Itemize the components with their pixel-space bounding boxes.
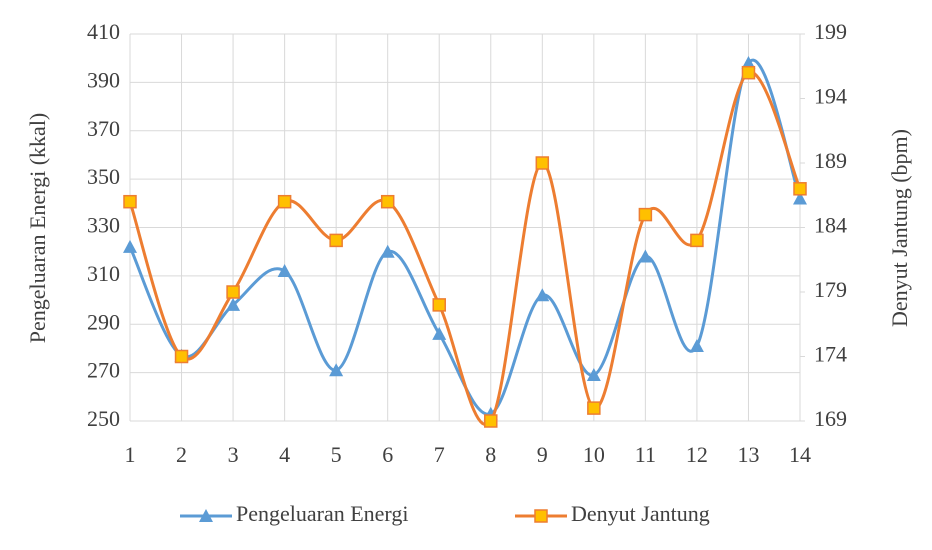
- point: [277, 264, 292, 278]
- x-tick-label: 8: [485, 442, 496, 467]
- point: [277, 194, 292, 209]
- point: [690, 233, 704, 248]
- x-tick-label: 5: [331, 442, 342, 467]
- x-tick-label: 4: [279, 442, 290, 467]
- series-line: [128, 71, 802, 426]
- point: [793, 191, 807, 205]
- x-tick-label: 1: [125, 442, 136, 467]
- point: [432, 326, 447, 340]
- y-axis-title: Pengeluaran Energi (kkal): [25, 113, 50, 344]
- x-tick-label: 7: [434, 442, 445, 467]
- y2-tick-label: 199: [814, 19, 847, 44]
- point: [123, 194, 137, 209]
- y-tick-label: 290: [87, 309, 120, 334]
- x-tick-label: 3: [228, 442, 239, 467]
- point: [226, 297, 241, 311]
- point: [174, 349, 189, 364]
- y-tick-label: 390: [87, 67, 120, 92]
- y2-tick-label: 169: [814, 406, 847, 431]
- point: [329, 233, 343, 248]
- y2-tick-label: 179: [814, 277, 847, 302]
- point: [793, 182, 807, 196]
- point: [587, 401, 601, 415]
- legend-marker: [534, 509, 548, 523]
- legend-label: Pengeluaran Energi: [236, 501, 408, 526]
- x-tick-label: 14: [789, 442, 811, 467]
- y2-axis-title: Denyut Jantung (bpm): [887, 129, 912, 327]
- legend-label: Denyut Jantung: [571, 501, 710, 526]
- point: [432, 298, 446, 312]
- y2-tick-label: 184: [814, 213, 847, 238]
- x-tick-label: 11: [635, 442, 656, 467]
- y-tick-label: 410: [87, 19, 120, 44]
- x-tick-label: 9: [537, 442, 548, 467]
- point: [741, 56, 756, 70]
- point: [638, 249, 653, 263]
- point: [586, 368, 601, 382]
- point: [484, 414, 498, 428]
- x-tick-label: 12: [686, 442, 708, 467]
- x-tick-label: 6: [382, 442, 393, 467]
- y-tick-label: 350: [87, 164, 120, 189]
- y-tick-label: 270: [87, 358, 120, 383]
- x-tick-label: 13: [737, 442, 759, 467]
- point: [380, 244, 395, 258]
- legend-marker: [199, 509, 213, 522]
- point: [638, 207, 653, 222]
- y-tick-label: 330: [87, 213, 120, 238]
- y-tick-label: 370: [87, 116, 120, 141]
- y2-tick-label: 194: [814, 84, 847, 109]
- y-tick-label: 310: [87, 261, 120, 286]
- point: [535, 156, 550, 170]
- point: [226, 285, 240, 299]
- y-tick-label: 250: [87, 406, 120, 431]
- point: [535, 288, 550, 302]
- point: [689, 339, 704, 353]
- point: [380, 194, 395, 209]
- x-tick-label: 10: [583, 442, 605, 467]
- point: [329, 363, 344, 377]
- y2-tick-label: 189: [814, 148, 847, 173]
- point: [741, 65, 756, 80]
- y2-tick-label: 174: [814, 342, 847, 367]
- x-tick-label: 2: [176, 442, 187, 467]
- point: [123, 239, 137, 253]
